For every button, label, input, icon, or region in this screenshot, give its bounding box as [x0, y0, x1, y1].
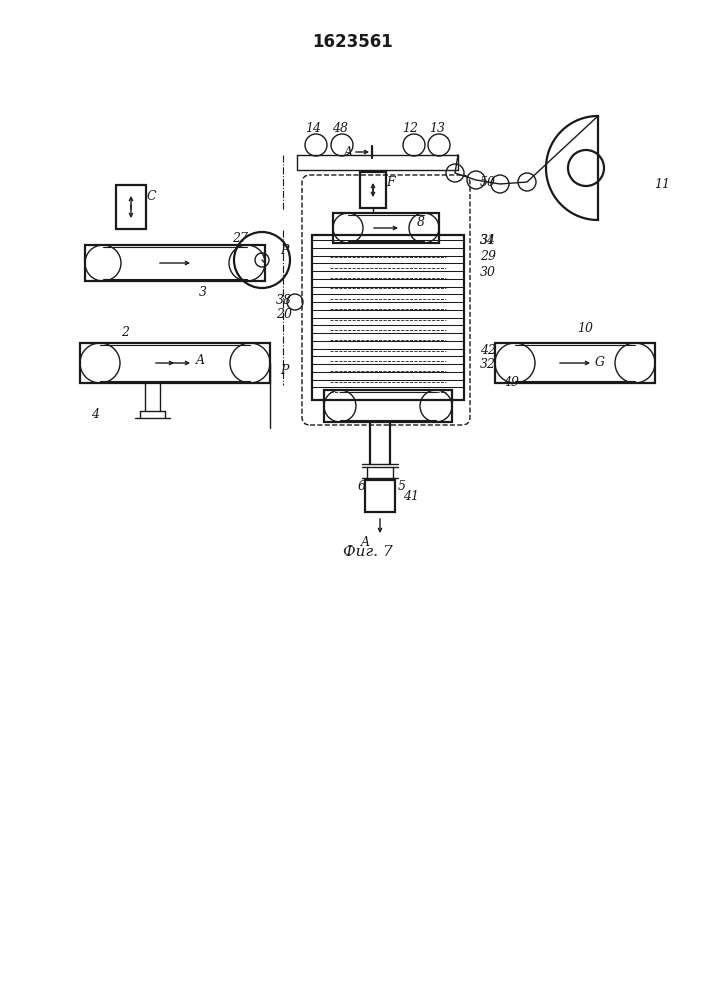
- Text: A: A: [361, 536, 370, 548]
- Text: 20: 20: [276, 308, 292, 320]
- Text: 4: 4: [91, 408, 99, 422]
- Text: 34: 34: [480, 234, 496, 247]
- Text: 31: 31: [480, 233, 496, 246]
- Text: 38: 38: [276, 294, 292, 306]
- Text: 49: 49: [503, 375, 519, 388]
- Text: A: A: [196, 355, 204, 367]
- Bar: [495, 343, 655, 383]
- Text: P: P: [280, 243, 288, 256]
- Text: 30: 30: [480, 266, 496, 279]
- Text: C: C: [146, 190, 156, 204]
- Text: 32: 32: [480, 359, 496, 371]
- Bar: [365, 480, 395, 512]
- Bar: [80, 343, 270, 383]
- Text: 2: 2: [121, 326, 129, 340]
- Text: P: P: [280, 363, 288, 376]
- Text: 1623561: 1623561: [312, 33, 393, 51]
- Bar: [85, 245, 265, 281]
- Text: 27: 27: [232, 232, 248, 244]
- Text: Фиг. 7: Фиг. 7: [343, 545, 393, 559]
- Text: 42: 42: [480, 344, 496, 357]
- Bar: [324, 390, 452, 422]
- Text: 11: 11: [654, 178, 670, 192]
- Text: 50: 50: [480, 176, 496, 190]
- Text: 10: 10: [577, 322, 593, 334]
- Text: G: G: [595, 357, 605, 369]
- Bar: [116, 185, 146, 229]
- Text: 14: 14: [305, 121, 321, 134]
- Text: 8: 8: [417, 217, 425, 230]
- Text: 13: 13: [429, 121, 445, 134]
- Text: F: F: [387, 176, 395, 188]
- Bar: [333, 213, 439, 243]
- Text: 5: 5: [398, 480, 406, 492]
- Bar: [360, 172, 386, 208]
- Text: 29: 29: [480, 250, 496, 263]
- Text: 41: 41: [403, 489, 419, 502]
- Text: 6: 6: [358, 480, 366, 492]
- Bar: [312, 235, 464, 400]
- Text: 48: 48: [332, 121, 348, 134]
- Text: 3: 3: [199, 286, 207, 300]
- Text: 12: 12: [402, 121, 418, 134]
- Text: A: A: [344, 145, 353, 158]
